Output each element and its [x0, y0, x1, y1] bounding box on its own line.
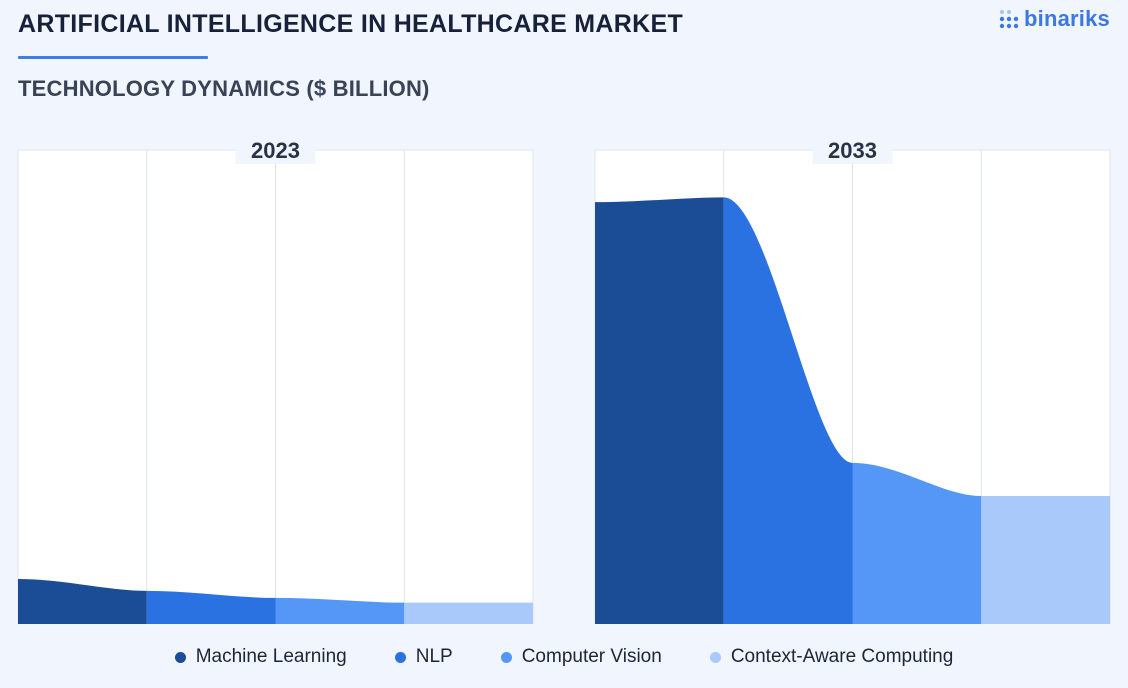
legend-item: Context-Aware Computing [709, 646, 954, 668]
logo-text: binariks [1024, 6, 1110, 31]
legend-swatch [500, 651, 512, 663]
legend-label: Machine Learning [195, 646, 347, 667]
panel-label-bg [812, 134, 893, 164]
legend-label: NLP [415, 646, 453, 667]
chart-subtitle: TECHNOLOGY DYNAMICS ($ BILLION) [18, 76, 430, 101]
chart-title: ARTIFICIAL INTELLIGENCE IN HEALTHCARE MA… [18, 10, 684, 38]
area-segment-nlp [146, 590, 276, 624]
legend: Machine Learning NLP Computer Vision Contex… [0, 646, 1128, 668]
area-segment-context-aware-computing [404, 602, 533, 624]
panel-label: 2023 [251, 138, 300, 163]
legend-swatch [709, 651, 721, 663]
title-underline [18, 56, 208, 59]
panel-2023: 2023 [17, 134, 534, 624]
brand-logo[interactable]: binariks [998, 6, 1110, 32]
area-segment-nlp [723, 197, 853, 624]
area-segment-computer-vision [275, 597, 405, 624]
legend-swatch [174, 651, 186, 663]
legend-item: Computer Vision [500, 646, 662, 668]
area-segment-machine-learning [18, 578, 147, 624]
legend-label: Context-Aware Computing [730, 646, 954, 667]
legend-label: Computer Vision [521, 646, 662, 667]
grid-dots-icon [999, 10, 1019, 29]
panel-label: 2033 [828, 138, 877, 163]
area-segment-context-aware-computing [981, 496, 1110, 624]
area-segment-computer-vision [852, 462, 982, 624]
panel-2033: 2033 [594, 134, 1111, 624]
legend-swatch [394, 651, 406, 663]
panel-label-bg [235, 134, 316, 164]
legend-item: Machine Learning [174, 646, 347, 668]
legend-item: NLP [394, 646, 453, 668]
area-segment-machine-learning [595, 197, 724, 624]
